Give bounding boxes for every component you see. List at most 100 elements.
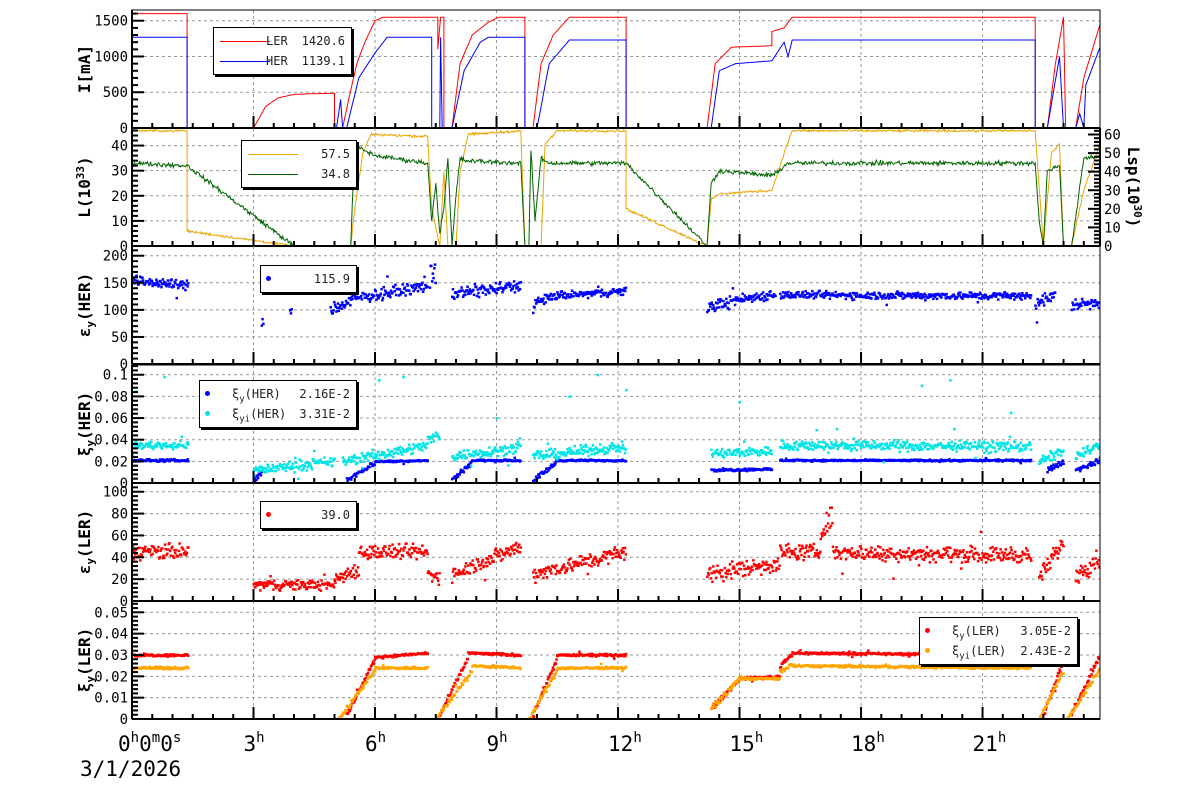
scatter-point	[373, 463, 376, 467]
scatter-point	[756, 564, 759, 568]
scatter-point	[816, 291, 820, 295]
scatter-point	[718, 300, 721, 304]
scatter-point	[805, 296, 808, 299]
scatter-point	[588, 553, 592, 556]
scatter-point	[469, 562, 472, 565]
scatter-point	[340, 576, 343, 579]
scatter-point	[843, 444, 847, 448]
scatter-point	[550, 572, 553, 575]
scatter-point	[909, 558, 912, 561]
scatter-point	[458, 473, 461, 476]
scatter-point	[838, 553, 841, 557]
scatter-point	[895, 292, 898, 295]
scatter-point	[753, 449, 756, 452]
scatter-point	[607, 293, 610, 297]
scatter-point	[1080, 452, 1083, 456]
scatter-point	[897, 291, 901, 295]
scatter-point	[1085, 465, 1089, 468]
scatter-point	[553, 565, 556, 568]
scatter-point	[539, 299, 542, 303]
scatter-point	[1055, 451, 1058, 455]
scatter-point	[871, 551, 874, 554]
scatter-point	[809, 447, 813, 450]
y-tick-label: 0.04	[94, 433, 128, 449]
scatter-point	[905, 446, 908, 450]
y-tick-label: 0.06	[94, 411, 128, 427]
scatter-point	[267, 583, 270, 586]
scatter-point	[151, 284, 154, 288]
scatter-point	[586, 572, 590, 576]
scatter-point	[292, 466, 296, 469]
scatter-point	[975, 295, 978, 299]
scatter-point	[461, 295, 465, 298]
scatter-point	[163, 283, 167, 286]
scatter-point	[768, 452, 771, 455]
scatter-point	[333, 300, 336, 304]
scatter-point	[781, 296, 784, 299]
scatter-point	[1095, 561, 1099, 564]
scatter-point	[504, 284, 507, 288]
scatter-point	[289, 582, 293, 585]
scatter-point	[256, 474, 259, 477]
scatter-point	[767, 567, 770, 570]
scatter-point	[1051, 557, 1054, 560]
scatter-point	[1098, 456, 1100, 460]
scatter-point	[1041, 457, 1044, 460]
scatter-point	[738, 562, 742, 566]
scatter-point	[1076, 570, 1079, 574]
scatter-point	[461, 570, 465, 573]
scatter-point	[545, 576, 549, 579]
scatter-point	[149, 548, 152, 551]
scatter-point	[137, 554, 141, 558]
y-tick-label: 20	[111, 572, 128, 588]
scatter-point	[471, 559, 474, 562]
scatter-point	[1048, 458, 1051, 462]
scatter-point	[591, 449, 594, 452]
scatter-point	[545, 453, 549, 456]
scatter-point	[181, 280, 184, 283]
scatter-point	[412, 443, 415, 446]
scatter-point	[432, 276, 435, 280]
scatter-point	[929, 295, 932, 298]
scatter-point	[973, 557, 976, 561]
scatter-point	[560, 290, 564, 293]
scatter-point	[739, 452, 742, 456]
scatter-point	[512, 452, 515, 455]
scatter-point	[803, 442, 806, 445]
scatter-point	[706, 310, 709, 314]
scatter-point	[938, 293, 941, 296]
scatter-point	[1035, 321, 1039, 324]
scatter-point	[1048, 293, 1052, 296]
scatter-point	[612, 552, 615, 556]
scatter-point	[947, 441, 950, 445]
scatter-point	[532, 571, 535, 574]
scatter-point	[835, 294, 838, 297]
scatter-point	[776, 560, 779, 563]
scatter-point	[1044, 458, 1048, 462]
scatter-point	[398, 288, 402, 291]
scatter-point	[1004, 442, 1007, 446]
scatter-point	[401, 447, 404, 450]
scatter-point	[1018, 554, 1021, 558]
scatter-point	[1015, 444, 1018, 448]
scatter-point	[1052, 467, 1056, 470]
scatter-point	[152, 447, 155, 451]
scatter-point	[966, 560, 970, 563]
scatter-point	[620, 549, 623, 552]
scatter-point	[386, 275, 389, 278]
scatter-point	[860, 446, 863, 449]
scatter-point	[827, 514, 831, 517]
scatter-point	[536, 298, 539, 302]
scatter-point	[489, 454, 493, 458]
scatter-point	[517, 550, 520, 554]
scatter-point	[263, 471, 266, 474]
y-tick-label: 0	[120, 594, 128, 610]
scatter-point	[818, 440, 821, 444]
scatter-point	[956, 295, 959, 299]
scatter-point	[488, 291, 491, 295]
scatter-point	[1091, 557, 1094, 561]
scatter-point	[1051, 458, 1054, 461]
scatter-point	[431, 580, 434, 583]
scatter-point	[430, 573, 433, 577]
scatter-point	[590, 294, 593, 297]
